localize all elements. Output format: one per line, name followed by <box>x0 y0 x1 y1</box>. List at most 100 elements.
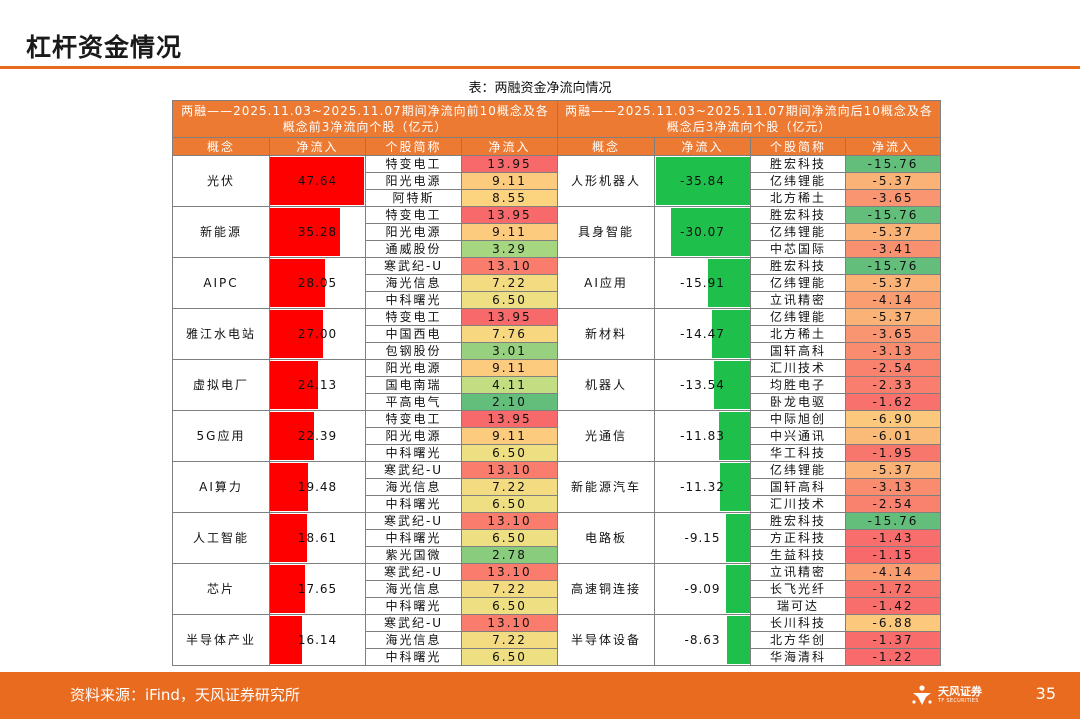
left-stock-name: 阿特斯 <box>365 189 462 207</box>
left-flow-value: 28.05 <box>297 276 338 290</box>
right-concept-flow-cell: -13.54 <box>654 359 752 411</box>
right-stock-name: 均胜电子 <box>750 376 847 394</box>
right-stock-name: 中芯国际 <box>750 240 847 258</box>
left-stock-name: 阳光电源 <box>365 172 462 190</box>
left-flow-value: 24.13 <box>297 378 338 392</box>
left-concept-cell: 雅江水电站 <box>172 308 270 360</box>
table-row: 人工智能 18.61 寒武纪-U 13.10 电路板 -9.15 胜宏科技 -15.76 <box>172 512 942 564</box>
right-stock-name: 中际旭创 <box>750 410 847 428</box>
table-row: 5G应用 22.39 特变电工 13.95 光通信 -11.83 中际旭创 -6.90 <box>172 410 942 462</box>
right-stock-flow: -3.13 <box>845 478 942 496</box>
left-stock-flow: 9.11 <box>460 223 559 241</box>
left-stock-flow: 13.95 <box>460 308 559 326</box>
right-stock-name: 国轩高科 <box>750 478 847 496</box>
table-row: 中科曙光 6.50 华工科技 -1.95 <box>173 444 942 462</box>
table-row: 平高电气 2.10 卧龙电驱 -1.62 <box>173 393 942 411</box>
left-concept-cell: 光伏 <box>172 155 270 207</box>
left-stock-name: 通威股份 <box>365 240 462 258</box>
right-concept-cell: 新材料 <box>557 308 656 360</box>
right-stock-flow: -1.22 <box>845 648 942 666</box>
left-concept-flow-cell: 47.64 <box>269 155 366 207</box>
table-row: AIPC 28.05 寒武纪-U 13.10 AI应用 -15.91 胜宏科技 -15.76 <box>172 257 942 309</box>
right-stock-name: 北方华创 <box>750 631 847 649</box>
left-stock-name: 海光信息 <box>365 580 462 598</box>
left-flow-value: 16.14 <box>297 633 338 647</box>
page-title: 杠杆资金情况 <box>26 33 183 62</box>
left-concept-cell: 芯片 <box>172 563 270 615</box>
right-stock-flow: -1.72 <box>845 580 942 598</box>
left-concept-flow-cell: 27.00 <box>269 308 366 360</box>
right-stock-name: 亿纬锂能 <box>750 223 847 241</box>
left-stock-name: 海光信息 <box>365 631 462 649</box>
right-stock-name: 亿纬锂能 <box>750 172 847 190</box>
right-stock-flow: -1.42 <box>845 597 942 615</box>
right-stock-name: 汇川技术 <box>750 495 847 513</box>
left-flow-bar <box>270 157 364 205</box>
left-stock-name: 阳光电源 <box>365 223 462 241</box>
left-col-flow: 净流入 <box>269 137 366 156</box>
left-flow-value: 17.65 <box>297 582 338 596</box>
left-stock-flow: 3.29 <box>460 240 559 258</box>
left-stock-flow: 9.11 <box>460 172 559 190</box>
right-stock-name: 立讯精密 <box>750 291 847 309</box>
right-stock-name: 胜宏科技 <box>750 257 847 275</box>
left-concept-cell: 虚拟电厂 <box>172 359 270 411</box>
right-concept-cell: 高速铜连接 <box>557 563 656 615</box>
right-concept-flow-cell: -11.83 <box>654 410 752 462</box>
table-row: 阿特斯 8.55 北方稀土 -3.65 <box>173 189 942 207</box>
left-flow-bar <box>270 565 305 613</box>
right-stock-name: 亿纬锂能 <box>750 274 847 292</box>
left-flow-value: 22.39 <box>297 429 338 443</box>
right-stock-flow: -5.37 <box>845 308 942 326</box>
right-stock-flow: -5.37 <box>845 461 942 479</box>
left-stock-flow: 13.95 <box>460 155 559 173</box>
left-stock-name: 海光信息 <box>365 274 462 292</box>
right-stock-flow: -1.37 <box>845 631 942 649</box>
right-concept-flow-cell: -35.84 <box>654 155 752 207</box>
left-concept-flow-cell: 28.05 <box>269 257 366 309</box>
right-stock-name: 方正科技 <box>750 529 847 547</box>
right-stock-flow: -3.41 <box>845 240 942 258</box>
left-stock-name: 寒武纪-U <box>365 614 462 632</box>
left-flow-bar <box>270 361 318 409</box>
left-concept-flow-cell: 16.14 <box>269 614 366 666</box>
right-stock-name: 中兴通讯 <box>750 427 847 445</box>
right-stock-flow: -1.62 <box>845 393 942 411</box>
page-number: 35 <box>1035 684 1056 703</box>
table-row: 海光信息 7.22 国轩高科 -3.13 <box>173 478 942 496</box>
table-row: 半导体产业 16.14 寒武纪-U 13.10 半导体设备 -8.63 长川科技 -6.88 <box>172 614 942 666</box>
table-row: 雅江水电站 27.00 特变电工 13.95 新材料 -14.47 亿纬锂能 -5.37 <box>172 308 942 360</box>
right-stock-name: 华工科技 <box>750 444 847 462</box>
table-row: 中科曙光 6.50 汇川技术 -2.54 <box>173 495 942 513</box>
left-stock-name: 中科曙光 <box>365 597 462 615</box>
right-stock-flow: -1.43 <box>845 529 942 547</box>
right-stock-flow: -2.54 <box>845 359 942 377</box>
right-flow-value: -11.83 <box>680 429 725 443</box>
left-flow-bar <box>270 412 314 460</box>
left-concept-cell: AIPC <box>172 257 270 309</box>
left-concept-cell: 人工智能 <box>172 512 270 564</box>
left-stock-flow: 9.11 <box>460 359 559 377</box>
right-flow-bar <box>712 310 750 358</box>
table-row: 新能源 35.28 特变电工 13.95 具身智能 -30.07 胜宏科技 -15.76 <box>172 206 942 258</box>
left-flow-value: 27.00 <box>297 327 338 341</box>
table-row: 中科曙光 6.50 瑞可达 -1.42 <box>173 597 942 615</box>
right-stock-name: 华海清科 <box>750 648 847 666</box>
left-stock-flow: 13.10 <box>460 512 559 530</box>
left-stock-name: 中科曙光 <box>365 495 462 513</box>
left-section-heading: 两融——2025.11.03~2025.11.07期间净流向前10概念及各概念前… <box>171 100 559 138</box>
table-caption: 表：两融资金净流向情况 <box>468 81 612 96</box>
right-concept-flow-cell: -8.63 <box>654 614 752 666</box>
left-stock-flow: 13.95 <box>460 410 559 428</box>
left-stock-name: 中科曙光 <box>365 444 462 462</box>
right-stock-flow: -1.15 <box>845 546 942 564</box>
right-stock-flow: -15.76 <box>845 206 942 224</box>
left-stock-name: 寒武纪-U <box>365 461 462 479</box>
left-col-concept: 概念 <box>172 137 270 156</box>
left-stock-name: 寒武纪-U <box>365 563 462 581</box>
left-stock-flow: 4.11 <box>460 376 559 394</box>
left-stock-flow: 2.10 <box>460 393 559 411</box>
right-stock-name: 汇川技术 <box>750 359 847 377</box>
left-flow-value: 18.61 <box>297 531 338 545</box>
right-col-stock-flow: 净流入 <box>845 137 942 156</box>
